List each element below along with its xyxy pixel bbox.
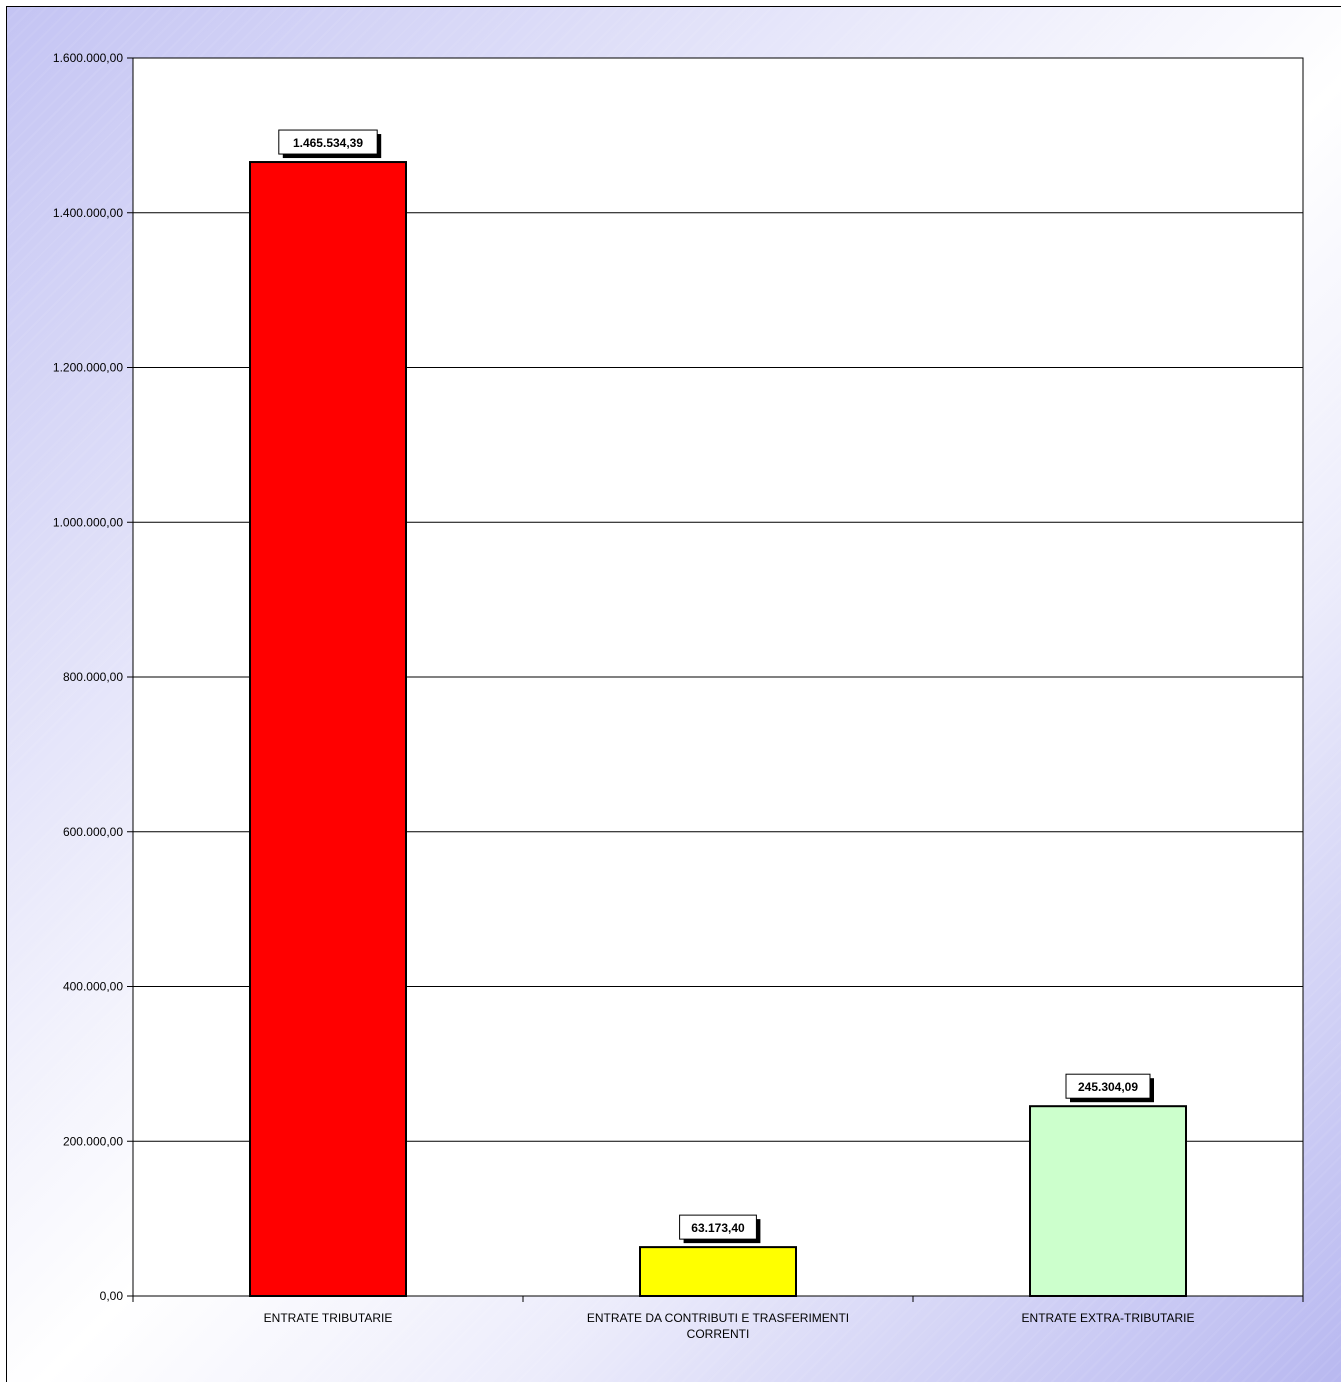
bar (1029, 1105, 1187, 1297)
y-tick-label: 600.000,00 (63, 825, 123, 839)
x-tick-label: ENTRATE TRIBUTARIE (264, 1311, 393, 1325)
bar (249, 161, 407, 1298)
y-tick-label: 1.000.000,00 (53, 515, 123, 529)
y-tick-label: 200.000,00 (63, 1134, 123, 1148)
x-tick-label: ENTRATE DA CONTRIBUTI E TRASFERIMENTI (587, 1311, 849, 1325)
x-tick-label: CORRENTI (687, 1327, 750, 1341)
y-tick-label: 400.000,00 (63, 980, 123, 994)
y-tick-label: 800.000,00 (63, 670, 123, 684)
y-tick-label: 1.400.000,00 (53, 206, 123, 220)
data-label: 245.304,09 (1078, 1080, 1138, 1094)
data-label: 63.173,40 (691, 1221, 745, 1235)
data-label: 1.465.534,39 (293, 136, 363, 150)
bar (639, 1246, 797, 1298)
data-label-box (679, 1214, 757, 1240)
y-tick-label: 1.600.000,00 (53, 51, 123, 65)
y-tick-label: 0,00 (100, 1289, 124, 1303)
x-tick-label: ENTRATE EXTRA-TRIBUTARIE (1022, 1311, 1195, 1325)
y-tick-label: 1.200.000,00 (53, 361, 123, 375)
data-label-box (278, 129, 378, 155)
data-label-box (1065, 1073, 1151, 1099)
